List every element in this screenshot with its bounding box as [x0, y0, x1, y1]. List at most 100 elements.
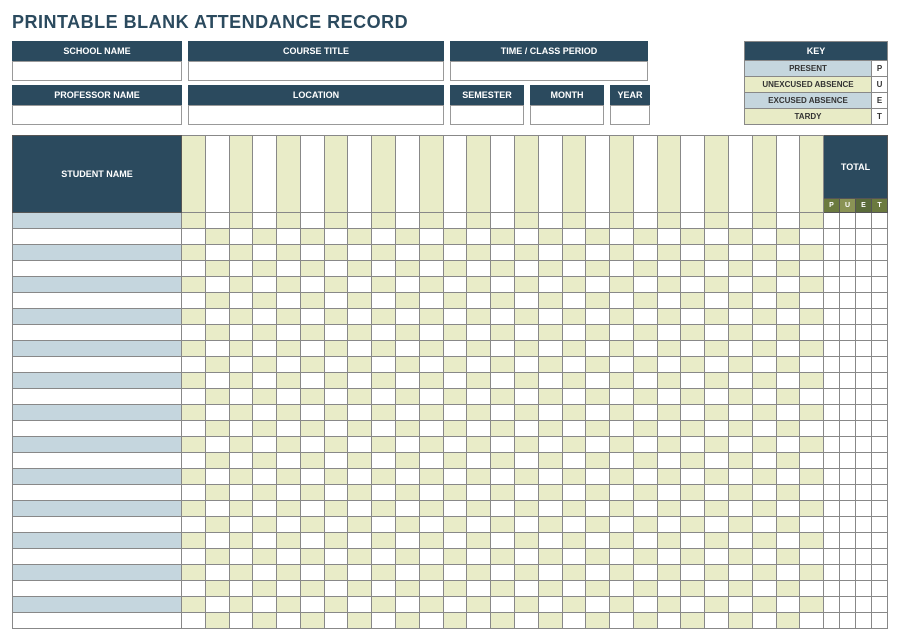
attendance-cell[interactable] [420, 581, 444, 597]
attendance-cell[interactable] [444, 581, 468, 597]
attendance-cell[interactable] [348, 229, 372, 245]
attendance-cell[interactable] [610, 373, 634, 389]
attendance-cell[interactable] [634, 293, 658, 309]
attendance-cell[interactable] [610, 565, 634, 581]
attendance-cell[interactable] [515, 581, 539, 597]
attendance-cell[interactable] [515, 229, 539, 245]
attendance-cell[interactable] [729, 581, 753, 597]
attendance-cell[interactable] [658, 261, 682, 277]
attendance-cell[interactable] [253, 613, 277, 629]
student-row[interactable] [12, 437, 182, 453]
attendance-cell[interactable] [563, 341, 587, 357]
attendance-cell[interactable] [753, 405, 777, 421]
attendance-cell[interactable] [348, 453, 372, 469]
attendance-cell[interactable] [372, 293, 396, 309]
attendance-cell[interactable] [705, 341, 729, 357]
attendance-cell[interactable] [182, 325, 206, 341]
attendance-cell[interactable] [206, 469, 230, 485]
attendance-cell[interactable] [372, 325, 396, 341]
attendance-cell[interactable] [253, 293, 277, 309]
attendance-cell[interactable] [253, 357, 277, 373]
attendance-cell[interactable] [420, 453, 444, 469]
attendance-cell[interactable] [515, 453, 539, 469]
attendance-cell[interactable] [729, 613, 753, 629]
attendance-cell[interactable] [491, 405, 515, 421]
attendance-cell[interactable] [586, 373, 610, 389]
attendance-cell[interactable] [444, 437, 468, 453]
attendance-cell[interactable] [491, 341, 515, 357]
attendance-cell[interactable] [277, 485, 301, 501]
attendance-cell[interactable] [348, 581, 372, 597]
attendance-cell[interactable] [563, 245, 587, 261]
attendance-cell[interactable] [230, 549, 254, 565]
attendance-cell[interactable] [467, 469, 491, 485]
attendance-cell[interactable] [705, 277, 729, 293]
attendance-cell[interactable] [396, 501, 420, 517]
attendance-cell[interactable] [658, 357, 682, 373]
attendance-cell[interactable] [563, 229, 587, 245]
attendance-cell[interactable] [491, 277, 515, 293]
attendance-cell[interactable] [800, 597, 824, 613]
attendance-cell[interactable] [230, 501, 254, 517]
attendance-cell[interactable] [729, 213, 753, 229]
attendance-cell[interactable] [729, 453, 753, 469]
attendance-cell[interactable] [586, 613, 610, 629]
attendance-cell[interactable] [658, 549, 682, 565]
attendance-cell[interactable] [658, 405, 682, 421]
attendance-cell[interactable] [705, 293, 729, 309]
attendance-cell[interactable] [777, 565, 801, 581]
attendance-cell[interactable] [467, 245, 491, 261]
attendance-cell[interactable] [348, 245, 372, 261]
attendance-cell[interactable] [610, 421, 634, 437]
attendance-cell[interactable] [634, 549, 658, 565]
attendance-cell[interactable] [586, 453, 610, 469]
attendance-cell[interactable] [681, 485, 705, 501]
attendance-cell[interactable] [396, 581, 420, 597]
attendance-cell[interactable] [777, 517, 801, 533]
attendance-cell[interactable] [634, 469, 658, 485]
attendance-cell[interactable] [515, 565, 539, 581]
attendance-cell[interactable] [586, 517, 610, 533]
attendance-cell[interactable] [230, 293, 254, 309]
attendance-cell[interactable] [681, 533, 705, 549]
attendance-cell[interactable] [539, 437, 563, 453]
attendance-cell[interactable] [325, 357, 349, 373]
attendance-cell[interactable] [301, 261, 325, 277]
attendance-cell[interactable] [800, 453, 824, 469]
attendance-cell[interactable] [206, 341, 230, 357]
student-row[interactable] [12, 549, 182, 565]
attendance-cell[interactable] [753, 437, 777, 453]
attendance-cell[interactable] [348, 485, 372, 501]
attendance-cell[interactable] [301, 533, 325, 549]
attendance-cell[interactable] [372, 469, 396, 485]
attendance-cell[interactable] [491, 213, 515, 229]
attendance-cell[interactable] [610, 309, 634, 325]
attendance-cell[interactable] [634, 421, 658, 437]
attendance-cell[interactable] [539, 565, 563, 581]
attendance-cell[interactable] [277, 533, 301, 549]
attendance-cell[interactable] [586, 389, 610, 405]
attendance-cell[interactable] [396, 613, 420, 629]
attendance-cell[interactable] [634, 213, 658, 229]
attendance-cell[interactable] [634, 229, 658, 245]
attendance-cell[interactable] [586, 421, 610, 437]
attendance-cell[interactable] [420, 293, 444, 309]
attendance-cell[interactable] [467, 453, 491, 469]
attendance-cell[interactable] [610, 597, 634, 613]
attendance-cell[interactable] [253, 245, 277, 261]
attendance-cell[interactable] [444, 261, 468, 277]
attendance-cell[interactable] [563, 389, 587, 405]
attendance-cell[interactable] [253, 485, 277, 501]
attendance-cell[interactable] [206, 453, 230, 469]
attendance-cell[interactable] [420, 277, 444, 293]
attendance-cell[interactable] [396, 517, 420, 533]
attendance-cell[interactable] [753, 533, 777, 549]
attendance-cell[interactable] [777, 373, 801, 389]
attendance-cell[interactable] [372, 597, 396, 613]
attendance-cell[interactable] [777, 341, 801, 357]
attendance-cell[interactable] [705, 245, 729, 261]
attendance-cell[interactable] [658, 613, 682, 629]
attendance-cell[interactable] [586, 437, 610, 453]
field-input[interactable] [12, 105, 182, 125]
attendance-cell[interactable] [658, 277, 682, 293]
